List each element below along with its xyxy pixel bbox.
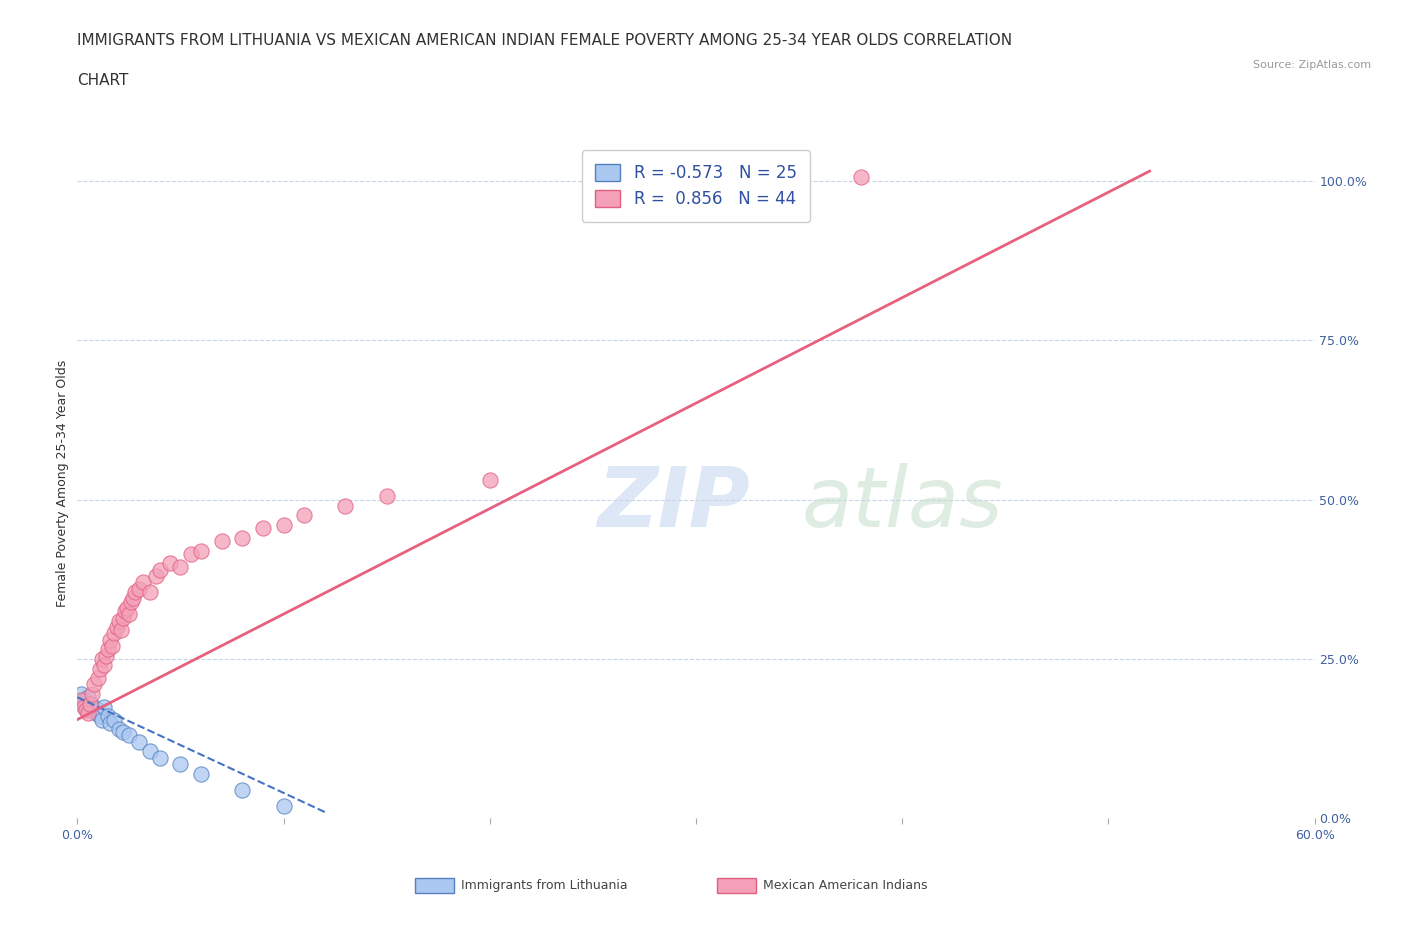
Point bbox=[115, 601, 138, 616]
Text: Immigrants from Lithuania: Immigrants from Lithuania bbox=[461, 879, 628, 892]
Point bbox=[87, 671, 110, 685]
Point bbox=[118, 607, 141, 622]
Point bbox=[105, 619, 128, 634]
Point bbox=[478, 473, 501, 488]
Point bbox=[124, 585, 146, 600]
Point bbox=[211, 534, 233, 549]
Point bbox=[80, 686, 103, 701]
Point bbox=[98, 715, 121, 730]
Point bbox=[132, 575, 155, 590]
Text: IMMIGRANTS FROM LITHUANIA VS MEXICAN AMERICAN INDIAN FEMALE POVERTY AMONG 25-34 : IMMIGRANTS FROM LITHUANIA VS MEXICAN AME… bbox=[77, 33, 1012, 47]
Point bbox=[180, 546, 202, 561]
Point bbox=[169, 757, 191, 772]
Point bbox=[120, 594, 142, 609]
Point bbox=[128, 581, 150, 596]
Point bbox=[110, 623, 132, 638]
Point bbox=[375, 489, 398, 504]
Point bbox=[114, 604, 136, 618]
Point bbox=[70, 686, 93, 701]
Point bbox=[76, 690, 98, 705]
Y-axis label: Female Poverty Among 25-34 Year Olds: Female Poverty Among 25-34 Year Olds bbox=[56, 360, 69, 607]
Point bbox=[111, 610, 134, 625]
Point bbox=[83, 677, 105, 692]
Point bbox=[96, 648, 118, 663]
Point bbox=[89, 661, 111, 676]
Point bbox=[231, 782, 253, 797]
Point bbox=[159, 556, 181, 571]
Point bbox=[75, 702, 97, 717]
Point bbox=[93, 699, 115, 714]
Point bbox=[107, 722, 129, 737]
Point bbox=[149, 751, 172, 765]
Point bbox=[97, 709, 120, 724]
Point bbox=[252, 521, 274, 536]
Point bbox=[107, 613, 129, 628]
Text: atlas: atlas bbox=[801, 463, 1002, 544]
Point bbox=[70, 693, 93, 708]
Point bbox=[122, 591, 145, 605]
Point bbox=[101, 639, 124, 654]
Point bbox=[79, 697, 101, 711]
Point bbox=[849, 170, 872, 185]
Point bbox=[145, 568, 167, 583]
Point bbox=[91, 652, 114, 667]
Point bbox=[80, 702, 103, 717]
Point bbox=[190, 543, 212, 558]
Point bbox=[111, 724, 134, 739]
Point bbox=[97, 642, 120, 657]
Text: Source: ZipAtlas.com: Source: ZipAtlas.com bbox=[1253, 60, 1371, 71]
Text: Mexican American Indians: Mexican American Indians bbox=[763, 879, 928, 892]
Point bbox=[103, 626, 125, 641]
Point bbox=[93, 658, 115, 672]
Point bbox=[190, 766, 212, 781]
Point bbox=[83, 699, 105, 714]
Point bbox=[273, 798, 295, 813]
Point bbox=[84, 706, 107, 721]
Point bbox=[89, 709, 111, 724]
Point bbox=[79, 697, 101, 711]
Point bbox=[335, 498, 357, 513]
Point bbox=[128, 735, 150, 750]
Point bbox=[72, 699, 94, 714]
Point bbox=[87, 702, 110, 717]
Point bbox=[75, 699, 97, 714]
Point bbox=[76, 706, 98, 721]
Point bbox=[292, 508, 315, 523]
Point bbox=[138, 585, 160, 600]
Point bbox=[118, 728, 141, 743]
Point bbox=[91, 712, 114, 727]
Text: CHART: CHART bbox=[77, 73, 129, 87]
Text: ZIP: ZIP bbox=[598, 463, 749, 544]
Point bbox=[103, 712, 125, 727]
Point bbox=[149, 563, 172, 578]
Point bbox=[138, 744, 160, 759]
Point bbox=[72, 693, 94, 708]
Point bbox=[98, 632, 121, 647]
Point bbox=[231, 530, 253, 545]
Point bbox=[169, 559, 191, 574]
Point bbox=[273, 518, 295, 533]
Legend: R = -0.573   N = 25, R =  0.856   N = 44: R = -0.573 N = 25, R = 0.856 N = 44 bbox=[582, 151, 810, 221]
